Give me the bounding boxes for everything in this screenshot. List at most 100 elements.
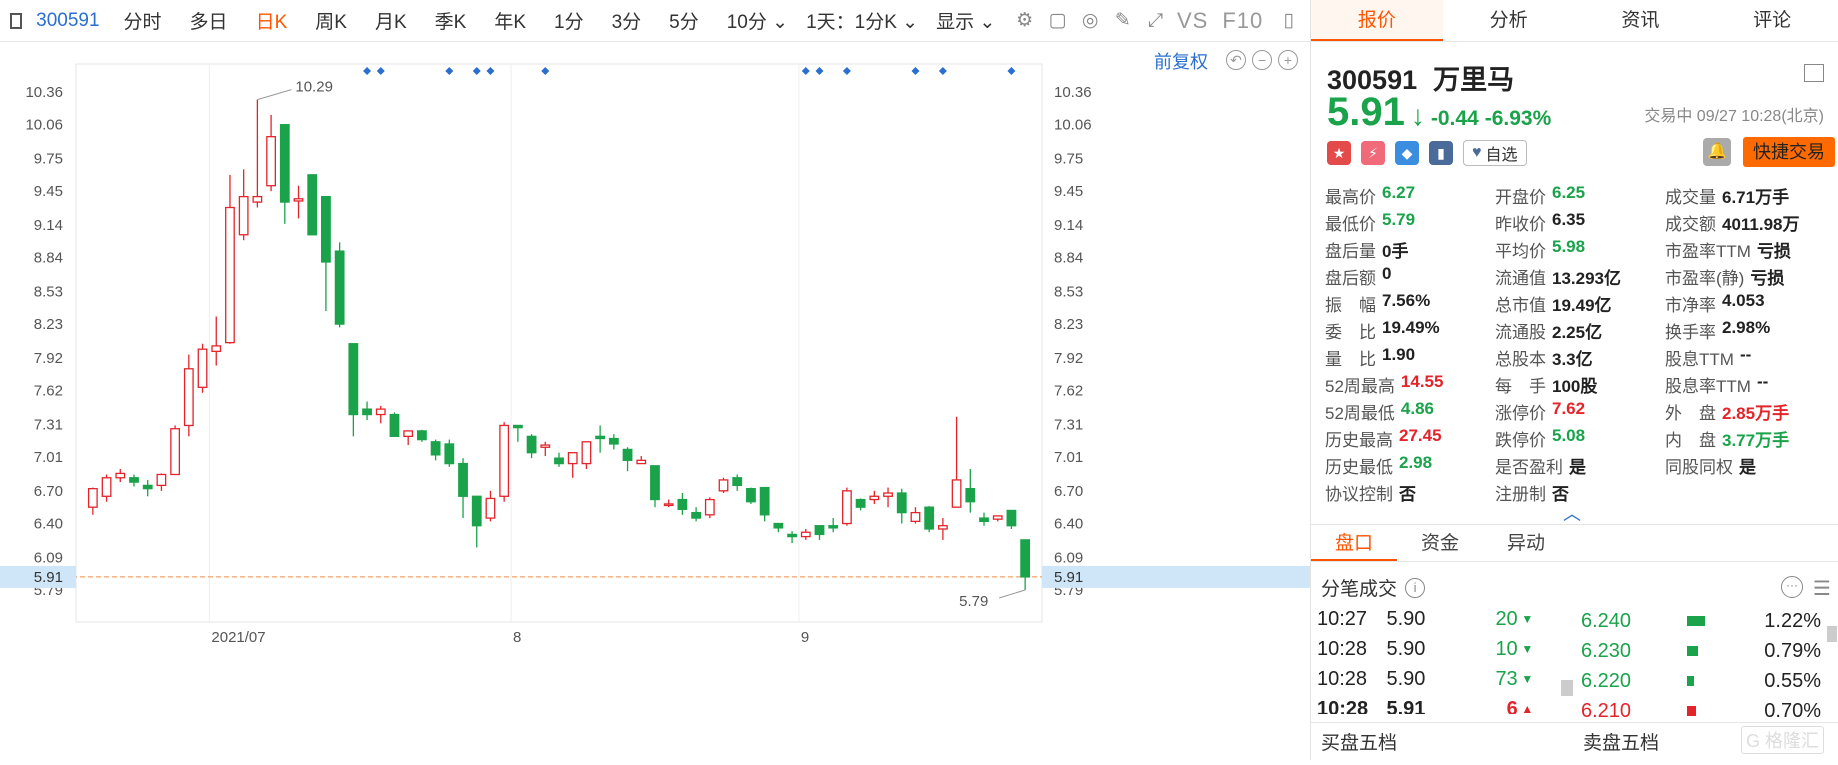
tick-volume: 10	[1495, 637, 1518, 660]
stat-cell: 昨收价 6.35	[1495, 210, 1665, 235]
pen-icon[interactable]: ✎	[1114, 10, 1131, 31]
candle-down	[526, 435, 537, 454]
undo-icon[interactable]: ↶	[1226, 50, 1246, 70]
panel-toggle-icon[interactable]	[10, 12, 23, 29]
stat-label: 52周最低	[1325, 404, 1395, 423]
bell-icon[interactable]: 🔔	[1703, 138, 1731, 166]
candle-down	[307, 174, 318, 236]
stat-value: 6.71万手	[1722, 188, 1790, 207]
stat-cell: 协议控制否	[1325, 480, 1495, 505]
zoom-in-icon[interactable]: +	[1278, 50, 1298, 70]
tab-quote[interactable]: 报价	[1311, 0, 1443, 41]
stat-label: 换手率	[1665, 323, 1716, 342]
vs-button[interactable]: VS	[1176, 7, 1209, 33]
tab-multiday[interactable]: 多日	[189, 12, 228, 33]
buy-five-levels[interactable]: 买盘五档	[1321, 733, 1398, 754]
signal-marker	[938, 67, 947, 75]
f10-button[interactable]: F10	[1222, 7, 1264, 33]
down-triangle-icon: ▼	[1521, 642, 1534, 656]
tab-capital[interactable]: 资金	[1421, 533, 1460, 554]
collapse-chevron-icon[interactable]: ︿	[1563, 504, 1581, 524]
candle-up	[951, 479, 962, 508]
lightning-icon[interactable]: ⚡	[1361, 141, 1385, 165]
candle-up	[225, 206, 235, 344]
quick-trade-button[interactable]: 快捷交易	[1743, 137, 1835, 167]
candle-up	[540, 444, 551, 448]
overlay-select-icon[interactable]: ▢	[1048, 10, 1067, 31]
tab-3min[interactable]: 3分	[611, 12, 642, 33]
candle-up	[567, 452, 578, 465]
stat-label: 协议控制	[1325, 485, 1393, 504]
more-icon[interactable]: ···	[1781, 576, 1803, 598]
kline-chart-area[interactable]: 2021/07 8 9 10.36 10.36 10.06 10.06 9.75 9.75 9.4…	[0, 42, 1310, 760]
candle-down	[1020, 539, 1031, 578]
tab-intraday[interactable]: 分时	[123, 12, 162, 33]
stat-value: 0	[1382, 264, 1392, 283]
tab-weekly-k[interactable]: 周K	[315, 12, 347, 33]
tab-yearly-k[interactable]: 年K	[494, 12, 526, 33]
tab-orderbook[interactable]: 盘口	[1311, 525, 1398, 561]
last-price: 5.91	[1327, 90, 1405, 134]
candle-up	[170, 428, 181, 476]
menu-icon[interactable]	[1804, 64, 1824, 82]
stats-grid: 最高价 6.27 开盘价 6.25 成交量 6.71万手 最低价 5.79 昨收价 6.35 成交额…	[1325, 182, 1835, 506]
sidebar-icon[interactable]: ▯	[1283, 10, 1294, 31]
add-favorite-button[interactable]: ♥ 自选	[1463, 140, 1527, 166]
tab-comments[interactable]: 评论	[1753, 10, 1792, 31]
tick-trades-list[interactable]: 10:27 5.90 20 ▼ 10:28 5.90 10 ▼ 10:28 5.90 73 ▼ 10:2…	[1317, 604, 1537, 715]
tab-monthly-k[interactable]: 月K	[374, 12, 407, 33]
sell-five-levels[interactable]: 卖盘五档	[1583, 733, 1660, 754]
camera-icon[interactable]: ◎	[1081, 10, 1099, 31]
stock-code[interactable]: 300591	[36, 9, 100, 31]
tab-quarterly-k[interactable]: 季K	[434, 12, 467, 33]
tab-5min[interactable]: 5分	[669, 12, 699, 33]
tab-news[interactable]: 资讯	[1621, 10, 1660, 31]
chevron-down-icon: ⌄	[979, 12, 996, 33]
candle-down	[773, 522, 784, 529]
stock-name-label: 万里马	[1433, 65, 1515, 95]
candle-down	[622, 448, 633, 461]
stat-label: 股息TTM	[1665, 350, 1734, 369]
candle-up	[636, 459, 647, 465]
candle-down	[855, 498, 866, 508]
stat-value: --	[1756, 372, 1769, 391]
display-select[interactable]: 显示 ⌄	[936, 12, 996, 33]
tab-movement[interactable]: 异动	[1507, 533, 1546, 554]
info-icon[interactable]: i	[1405, 577, 1426, 598]
stat-label: 最低价	[1325, 215, 1376, 234]
kline-chart[interactable]: 2021/07 8 9 10.36 10.36 10.06 10.06 9.75 9.75 9.4…	[0, 42, 1310, 760]
scrollbar[interactable]	[1827, 626, 1837, 642]
tick-row: 10:28 5.90 10 ▼	[1317, 634, 1537, 664]
china-flag-icon[interactable]: ★	[1327, 141, 1351, 165]
current-price-tag-left	[0, 565, 76, 588]
tab-1min[interactable]: 1分	[554, 12, 584, 33]
tab-daily-k[interactable]: 日K	[255, 12, 288, 33]
y-tick-label-right: 8.23	[1054, 316, 1083, 333]
tab-analysis[interactable]: 分析	[1489, 10, 1528, 31]
candle-down	[608, 437, 619, 445]
candle-up	[266, 136, 276, 187]
signal-marker	[541, 67, 550, 75]
price-dist-row: 6.220 0.55%	[1581, 666, 1821, 696]
minute-select[interactable]: 10分 ⌄	[726, 12, 789, 33]
range-select[interactable]: 1天：1分K ⌄	[806, 12, 919, 33]
candle-up	[197, 348, 208, 388]
settings-icon[interactable]: ⚙	[1016, 10, 1034, 31]
candle-up	[252, 195, 263, 203]
bookmark-icon[interactable]: ▮	[1429, 141, 1453, 165]
zoom-out-icon[interactable]: −	[1252, 50, 1272, 70]
adjust-restore-button[interactable]: 前复权	[1154, 52, 1208, 72]
stat-value: 14.55	[1400, 372, 1444, 391]
order-subtabs: 盘口 资金 异动	[1311, 524, 1838, 562]
stats-row: 52周最低 4.86 涨停价 7.62 外 盘 2.85万手	[1325, 398, 1835, 425]
tick-price: 5.90	[1386, 637, 1426, 660]
stat-label: 内 盘	[1665, 431, 1716, 450]
stat-value: 27.45	[1399, 426, 1442, 445]
tag-icon[interactable]: ◆	[1395, 141, 1419, 165]
stats-row: 盘后量 0手 平均价 5.98 市盈率TTM 亏损	[1325, 236, 1835, 263]
scrollbar[interactable]	[1561, 680, 1573, 696]
list-menu-icon[interactable]: ☰	[1813, 578, 1831, 600]
fullscreen-icon[interactable]: ⤢	[1148, 9, 1164, 31]
stock-title: 300591 万里马	[1327, 58, 1514, 97]
y-tick-label-left: 7.31	[34, 416, 63, 433]
